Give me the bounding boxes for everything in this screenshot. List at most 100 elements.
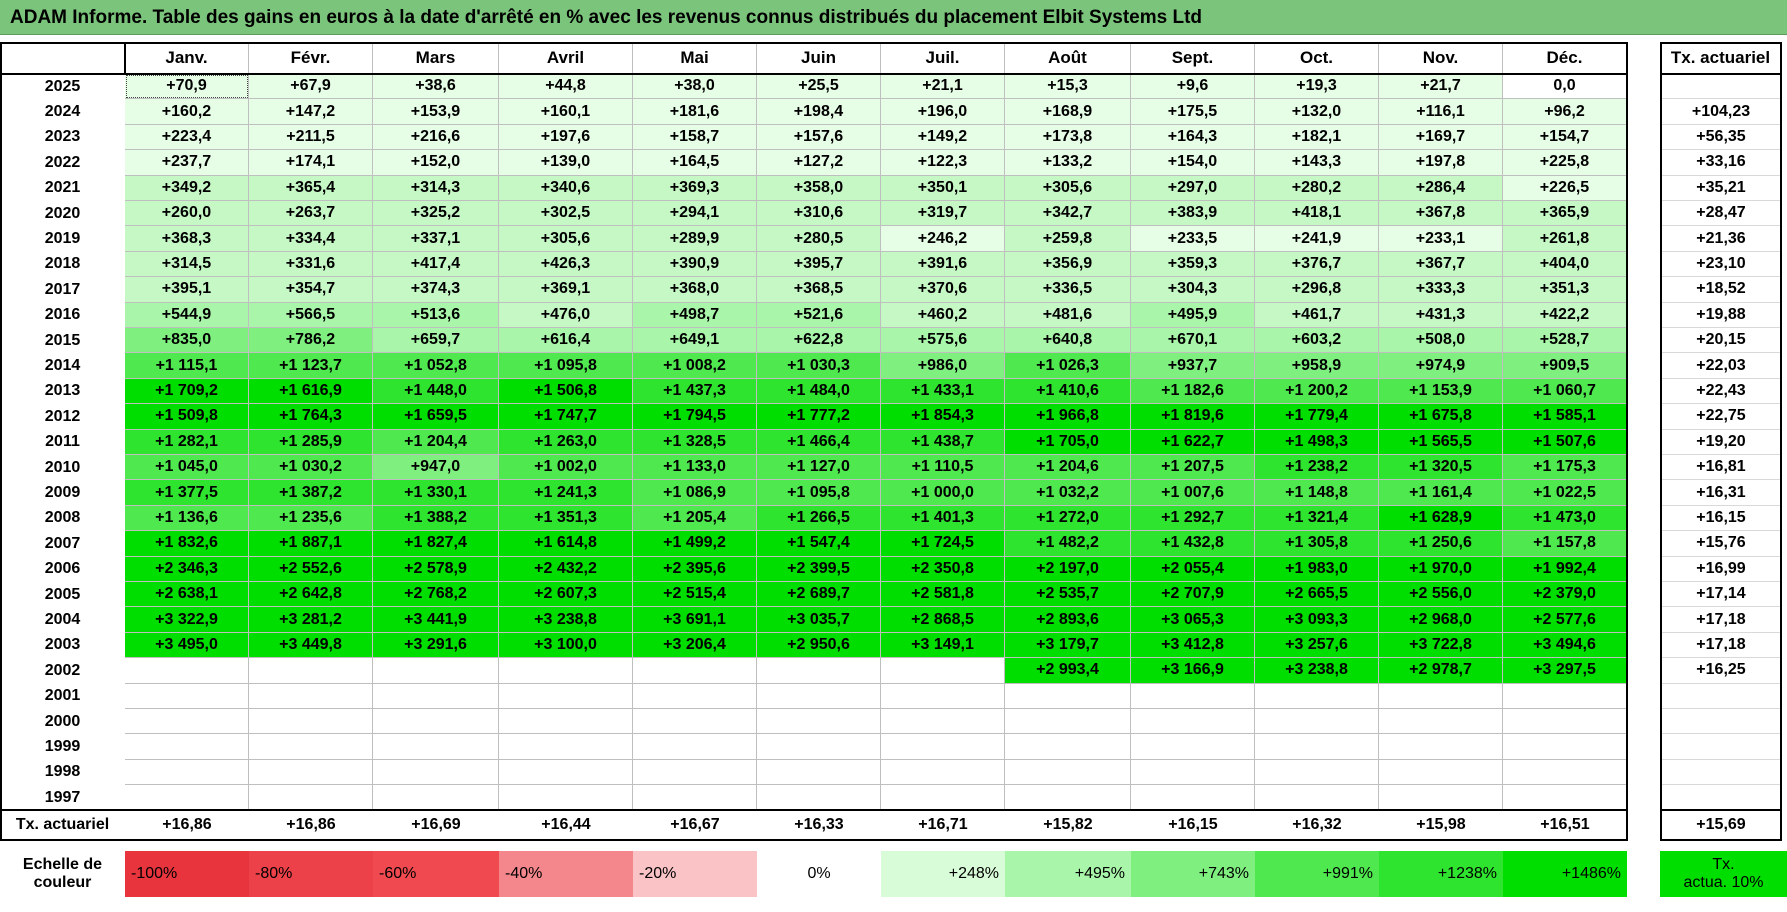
month-header: Déc. bbox=[1503, 42, 1627, 74]
year-label: 1999 bbox=[44, 738, 81, 756]
footer-rate: +16,51 bbox=[1540, 816, 1590, 833]
gain-cell: +390,9 bbox=[633, 251, 757, 278]
gain-cell: +1 983,0 bbox=[1255, 556, 1379, 582]
gain-cell: +3 494,6 bbox=[1503, 632, 1627, 659]
gain-cell: +374,3 bbox=[373, 277, 499, 303]
gain-cell bbox=[1005, 683, 1131, 709]
month-header: Févr. bbox=[249, 42, 373, 74]
gain-cell: +1 095,8 bbox=[757, 480, 881, 506]
gain-cell: +1 204,6 bbox=[1005, 455, 1131, 481]
scale-swatch: -40% bbox=[499, 851, 633, 897]
gain-cell bbox=[373, 759, 499, 786]
gain-cell: +476,0 bbox=[499, 302, 633, 328]
gain-cell: +365,4 bbox=[249, 175, 373, 201]
gain-cell: +1 484,0 bbox=[757, 378, 881, 405]
gain-cell bbox=[373, 709, 499, 735]
gain-cell: +2 689,7 bbox=[757, 582, 881, 608]
gain-cell: +15,3 bbox=[1005, 74, 1131, 100]
footer-rate: +16,71 bbox=[918, 816, 968, 833]
gain-cell: +350,1 bbox=[881, 175, 1005, 201]
gain-cell: +1 628,9 bbox=[1379, 505, 1503, 532]
gain-cell: +1 482,2 bbox=[1005, 531, 1131, 557]
gain-cell: +154,0 bbox=[1131, 150, 1255, 176]
rate-cell: +19,20 bbox=[1660, 430, 1782, 455]
gain-cell: +367,8 bbox=[1379, 201, 1503, 227]
gain-cell bbox=[249, 785, 373, 811]
month-header: Nov. bbox=[1379, 42, 1503, 74]
gain-cell: +370,6 bbox=[881, 277, 1005, 303]
gain-cell: +1 235,6 bbox=[249, 505, 373, 532]
footer-rate: +15,82 bbox=[1043, 816, 1093, 833]
gain-cell: +246,2 bbox=[881, 226, 1005, 252]
gain-cell: +3 149,1 bbox=[881, 632, 1005, 659]
gain-cell: +2 552,6 bbox=[249, 556, 373, 582]
gain-cell bbox=[125, 709, 249, 735]
gain-cell: +19,3 bbox=[1255, 74, 1379, 100]
gain-cell: +1 499,2 bbox=[633, 531, 757, 557]
gain-cell: +1 030,2 bbox=[249, 455, 373, 481]
gain-cell: +1 136,6 bbox=[125, 505, 249, 532]
gain-cell: +1 709,2 bbox=[125, 378, 249, 405]
month-header: Mars bbox=[373, 42, 499, 74]
gain-cell: +198,4 bbox=[757, 99, 881, 125]
gain-cell: +622,8 bbox=[757, 328, 881, 354]
scale-rate-line: Tx. bbox=[1712, 856, 1735, 873]
gain-cell: +2 197,0 bbox=[1005, 556, 1131, 582]
rate-cell: +16,25 bbox=[1660, 658, 1782, 684]
gain-cell: +2 581,8 bbox=[881, 582, 1005, 608]
rate-cell bbox=[1660, 684, 1782, 709]
gain-cell: +3 100,0 bbox=[499, 632, 633, 659]
gain-cell: +3 691,1 bbox=[633, 607, 757, 633]
gain-cell: +1 777,2 bbox=[757, 404, 881, 430]
gain-cell: +3 257,6 bbox=[1255, 632, 1379, 659]
gain-cell: +356,9 bbox=[1005, 251, 1131, 278]
gain-cell: +1 030,3 bbox=[757, 353, 881, 379]
gain-cell: +1 794,5 bbox=[633, 404, 757, 430]
gain-cell: +395,1 bbox=[125, 277, 249, 303]
gain-cell: +909,5 bbox=[1503, 353, 1627, 379]
gain-cell: +1 764,3 bbox=[249, 404, 373, 430]
gain-cell: +367,7 bbox=[1379, 251, 1503, 278]
gain-cell: +1 207,5 bbox=[1131, 455, 1255, 481]
gain-cell: +226,5 bbox=[1503, 175, 1627, 201]
year-label: 2023 bbox=[44, 128, 81, 146]
year-label: 2006 bbox=[44, 560, 81, 578]
gain-cell: +1 747,7 bbox=[499, 404, 633, 430]
gain-cell bbox=[499, 785, 633, 811]
gain-cell bbox=[373, 734, 499, 760]
gain-cell: +1 086,9 bbox=[633, 480, 757, 506]
gain-cell: +2 395,6 bbox=[633, 556, 757, 582]
gain-cell: +1 263,0 bbox=[499, 429, 633, 455]
gain-cell: +3 238,8 bbox=[1255, 658, 1379, 684]
rate-cell bbox=[1660, 734, 1782, 760]
gain-cell: +1 000,0 bbox=[881, 480, 1005, 506]
gain-cell: +1 498,3 bbox=[1255, 429, 1379, 455]
gain-cell: +3 035,7 bbox=[757, 607, 881, 633]
footer-rate: +16,32 bbox=[1292, 816, 1342, 833]
gain-cell: +3 206,4 bbox=[633, 632, 757, 659]
gain-cell: +1 133,0 bbox=[633, 455, 757, 481]
gain-cell: +44,8 bbox=[499, 74, 633, 100]
rate-cell: +22,03 bbox=[1660, 353, 1782, 379]
gain-cell: +461,7 bbox=[1255, 302, 1379, 328]
gain-cell: +1 438,7 bbox=[881, 429, 1005, 455]
month-header: Juil. bbox=[881, 42, 1005, 74]
gain-cell: +211,5 bbox=[249, 124, 373, 151]
gain-cell: +2 950,6 bbox=[757, 632, 881, 659]
table-separator bbox=[1660, 809, 1782, 811]
gain-cell: +233,1 bbox=[1379, 226, 1503, 252]
gain-cell: +175,5 bbox=[1131, 99, 1255, 125]
gain-cell: +2 607,3 bbox=[499, 582, 633, 608]
year-label: 2013 bbox=[44, 382, 81, 400]
gain-cell: +3 449,8 bbox=[249, 632, 373, 659]
gain-cell: +38,6 bbox=[373, 74, 499, 100]
gain-cell: +149,2 bbox=[881, 124, 1005, 151]
gain-cell: +133,2 bbox=[1005, 150, 1131, 176]
rate-cell: +35,21 bbox=[1660, 176, 1782, 201]
gain-cell: +1 387,2 bbox=[249, 480, 373, 506]
gain-cell: +1 473,0 bbox=[1503, 505, 1627, 532]
gain-cell: +2 707,9 bbox=[1131, 582, 1255, 608]
gain-cell: +1 565,5 bbox=[1379, 429, 1503, 455]
gain-cell: +182,1 bbox=[1255, 124, 1379, 151]
gain-cell bbox=[249, 734, 373, 760]
